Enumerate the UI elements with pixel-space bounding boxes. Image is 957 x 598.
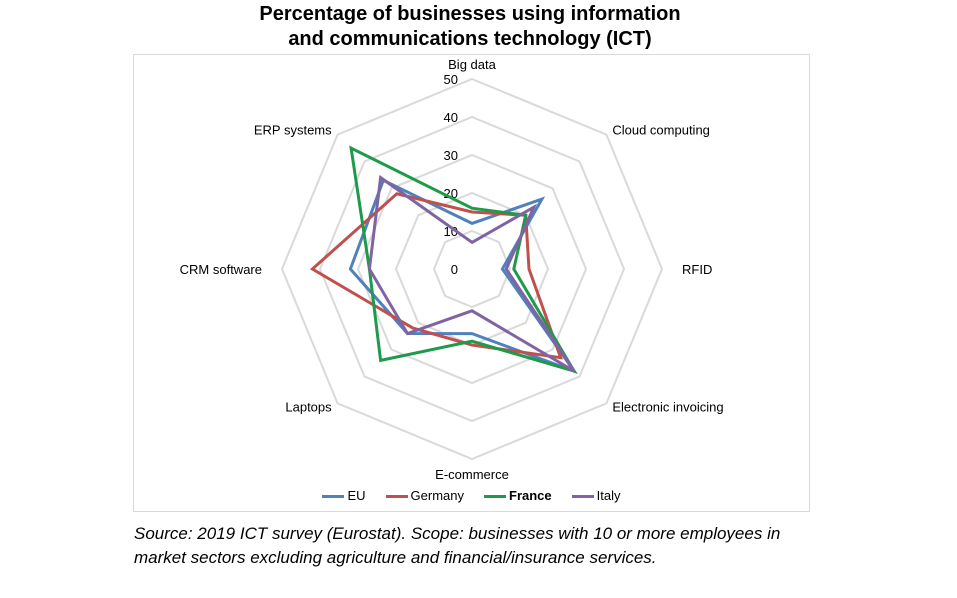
legend-swatch-france: [484, 494, 507, 498]
legend-label-eu: EU: [347, 488, 366, 503]
axis-label-crm-software: CRM software: [180, 262, 262, 277]
legend-item-france: France: [484, 488, 552, 504]
plot-area: [133, 54, 810, 512]
legend-item-germany: Germany: [385, 488, 465, 504]
series-line-italy: [367, 174, 576, 373]
legend-swatch-germany: [385, 494, 408, 498]
axis-label-erp-systems: ERP systems: [254, 123, 332, 138]
legend-label-italy: Italy: [596, 488, 621, 503]
legend-label-france: France: [509, 488, 552, 503]
axis-label-big-data: Big data: [448, 57, 496, 72]
tick-label-0: 0: [451, 262, 458, 277]
grid-ring-30: [356, 153, 588, 385]
axis-label-cloud-computing: Cloud computing: [612, 123, 710, 138]
legend-swatch-eu: [322, 494, 345, 498]
grid-ring-10: [432, 229, 512, 309]
legend-item-italy: Italy: [571, 488, 621, 504]
source-note: Source: 2019 ICT survey (Eurostat). Scop…: [134, 524, 781, 567]
grid-ring-40: [318, 115, 626, 423]
chart-title-line-1: Percentage of businesses using informati…: [259, 3, 681, 25]
tick-label-30: 30: [444, 148, 458, 163]
axis-label-electronic-invoicing: Electronic invoicing: [612, 399, 723, 414]
legend: EU Germany France Italy: [135, 488, 808, 504]
axis-label-laptops: Laptops: [285, 399, 332, 414]
chart-title: Percentage of businesses using informati…: [120, 2, 820, 52]
chart-title-line-2: and communications technology (ICT): [288, 28, 652, 50]
tick-label-50: 50: [444, 72, 458, 87]
series-line-eu: [348, 178, 579, 375]
tick-label-10: 10: [444, 224, 458, 239]
axis-label-rfid: RFID: [682, 262, 712, 277]
legend-label-germany: Germany: [410, 488, 465, 503]
series-line-germany: [309, 192, 563, 360]
legend-item-eu: EU: [322, 488, 366, 504]
legend-swatch-italy: [571, 494, 594, 498]
tick-label-40: 40: [444, 110, 458, 125]
axis-label-e-commerce: E-commerce: [435, 467, 509, 482]
grid-ring-50: [280, 77, 664, 461]
